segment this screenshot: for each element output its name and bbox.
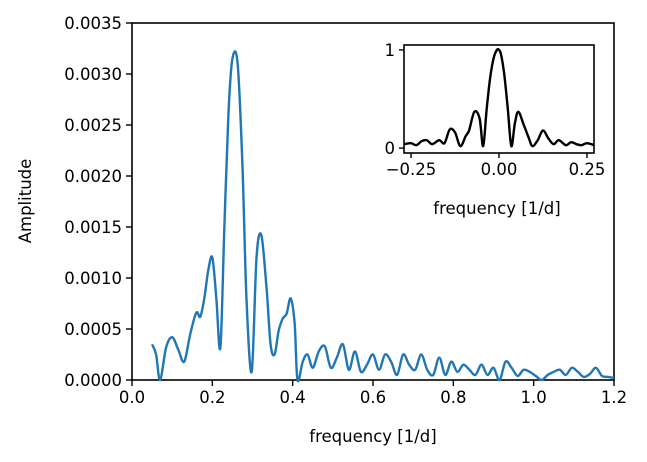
main-y-tick-label: 0.0000 bbox=[64, 371, 122, 390]
main-x-tick-label: 0.8 bbox=[440, 388, 466, 407]
main-y-axis-label: Amplitude bbox=[16, 159, 35, 244]
main-y-tick-label: 0.0005 bbox=[64, 320, 122, 339]
main-y-tick-label: 0.0035 bbox=[64, 14, 122, 33]
main-x-tick-label: 0.6 bbox=[360, 388, 386, 407]
main-plot: 0.0 0.2 0.4 0.6 0.8 1.0 1.2 0.00000.00050.0010… bbox=[16, 14, 627, 446]
main-x-axis-label: frequency [1/d] bbox=[309, 427, 436, 446]
amplitude-spectrum-line bbox=[150, 50, 615, 383]
inset-x-axis-label: frequency [1/d] bbox=[433, 199, 560, 218]
main-x-tick-label: 0.2 bbox=[199, 388, 225, 407]
main-x-tick-label: 0.4 bbox=[280, 388, 306, 407]
main-y-tick-label: 0.0020 bbox=[64, 167, 122, 186]
inset-x-axis: −0.25 0.00 0.25 bbox=[386, 153, 606, 179]
inset-plot-background bbox=[404, 45, 594, 153]
main-x-tick-label: 0.0 bbox=[119, 388, 145, 407]
main-y-axis: 0.0000 0.0005 0.0010 0.0015 0.0020 0.0025 0.00… bbox=[64, 14, 132, 390]
inset-window-function-plot: −0.25 0.00 0.25 01 frequency [1/d] bbox=[385, 41, 606, 218]
inset-y-tick-label: 1 bbox=[385, 41, 396, 60]
main-x-tick-label: 1.2 bbox=[601, 388, 627, 407]
main-y-tick-label: 0.0030 bbox=[64, 65, 122, 84]
main-x-tick-label: 1.0 bbox=[521, 388, 547, 407]
inset-y-tick-label: 0 bbox=[385, 139, 396, 158]
inset-y-axis: 01 bbox=[385, 41, 404, 158]
main-y-tick-label: 0.0025 bbox=[64, 116, 122, 135]
window-function-line bbox=[403, 47, 595, 148]
inset-x-tick-label: −0.25 bbox=[386, 160, 437, 179]
inset-x-tick-label: 0.25 bbox=[569, 160, 606, 179]
inset-x-tick-label: 0.00 bbox=[481, 160, 518, 179]
main-y-tick-label: 0.0010 bbox=[64, 269, 122, 288]
main-y-tick-label: 0.0015 bbox=[64, 218, 122, 237]
main-x-axis: 0.0 0.2 0.4 0.6 0.8 1.0 1.2 bbox=[119, 380, 627, 407]
